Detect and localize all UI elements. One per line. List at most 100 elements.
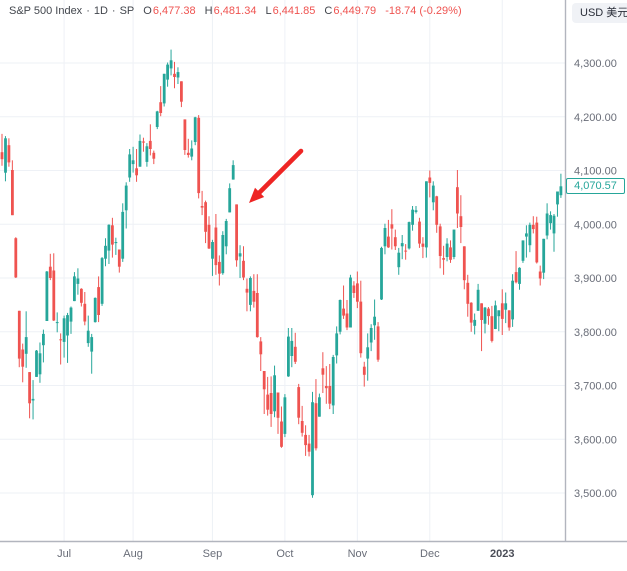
candle-body [438, 226, 442, 256]
candlestick [293, 332, 297, 364]
candle-body [487, 308, 490, 317]
currency-toggle-chip[interactable]: USD 美元 [572, 3, 627, 23]
candle-body [497, 310, 501, 317]
candle-body [307, 443, 311, 452]
candle-body [507, 310, 511, 328]
candle-body [93, 297, 97, 323]
time-axis-label: Aug [123, 548, 143, 560]
candle-body [73, 276, 76, 302]
candlestick [525, 225, 528, 258]
candlestick [445, 238, 449, 262]
candlestick [321, 352, 325, 393]
candlestick [11, 160, 14, 216]
candlestick [249, 276, 252, 312]
candlestick [462, 246, 466, 290]
candle-body [45, 271, 49, 321]
candlestick [393, 229, 397, 250]
candlestick [269, 376, 273, 427]
candle-body [190, 148, 194, 157]
candle-body [162, 73, 166, 104]
candle-body [7, 145, 11, 163]
candlestick [204, 200, 207, 244]
candle-body [504, 303, 508, 310]
candlestick [328, 364, 332, 410]
candlestick [500, 289, 504, 335]
candle-body [545, 213, 549, 236]
candlestick [7, 138, 11, 167]
candle-body [200, 206, 204, 208]
candle-body [231, 165, 235, 180]
candlestick [442, 245, 445, 275]
candlestick [242, 246, 245, 281]
candlestick [35, 350, 38, 377]
candlestick [159, 86, 163, 117]
candle-body [245, 288, 249, 293]
candle-body [124, 185, 128, 211]
time-axis[interactable] [0, 542, 627, 571]
exchange-label[interactable]: SP [119, 5, 135, 17]
candlestick [142, 137, 145, 152]
candle-body [169, 60, 173, 69]
candlestick [480, 303, 483, 352]
interval-label[interactable]: 1D [93, 5, 108, 17]
candle-body [173, 73, 176, 77]
candle-body [511, 280, 514, 320]
candlestick [86, 315, 90, 347]
candlestick [342, 285, 345, 319]
candlestick [559, 173, 563, 198]
candlestick [352, 281, 356, 298]
candle-body [528, 224, 532, 246]
candle-body [111, 225, 114, 245]
candle-body [100, 258, 104, 304]
candlestick [162, 73, 166, 107]
candlestick [297, 383, 301, 425]
candlestick [93, 297, 97, 323]
candlestick [128, 149, 132, 182]
candle-body [356, 283, 359, 302]
candlestick [497, 310, 501, 332]
candle-body [376, 326, 380, 360]
open-letter: O [143, 5, 152, 17]
candle-body [383, 228, 387, 247]
candle-body [525, 233, 528, 237]
candle-body [387, 236, 390, 248]
high-letter: H [204, 5, 213, 17]
low-value: 6,441.85 [272, 5, 316, 17]
candle-body [152, 152, 156, 159]
candlestick [169, 49, 173, 76]
candlestick [183, 119, 187, 155]
candlestick [307, 434, 311, 457]
candlestick [214, 214, 218, 275]
candle-body [273, 375, 276, 412]
candle-body [476, 289, 480, 311]
candle-body [538, 271, 542, 279]
candlestick [218, 255, 221, 286]
candlestick [411, 206, 414, 231]
symbol-name[interactable]: S&P 500 Index [9, 5, 83, 17]
candle-body [17, 310, 21, 359]
candlestick [345, 300, 349, 331]
candle-body [349, 277, 352, 328]
candlestick [117, 249, 121, 273]
candle-body [521, 240, 525, 261]
candle-body [549, 215, 552, 224]
candlestick [138, 134, 142, 167]
candle-body [335, 333, 339, 356]
candle-body [418, 221, 421, 244]
candlestick [90, 333, 94, 374]
candlestick [400, 235, 404, 260]
price-axis[interactable] [566, 0, 627, 541]
candle-body [138, 140, 142, 167]
candlestick [456, 170, 459, 228]
candle-body [324, 386, 328, 389]
candlestick [0, 133, 4, 166]
candle-body [483, 307, 487, 324]
candlestick [193, 116, 197, 146]
candlestick [211, 239, 214, 276]
candle-body [542, 238, 546, 273]
price-axis-label: 3,600.00 [574, 434, 617, 446]
price-axis-label: 3,900.00 [574, 273, 617, 285]
candlestick [349, 274, 352, 328]
candle-body [331, 357, 335, 406]
